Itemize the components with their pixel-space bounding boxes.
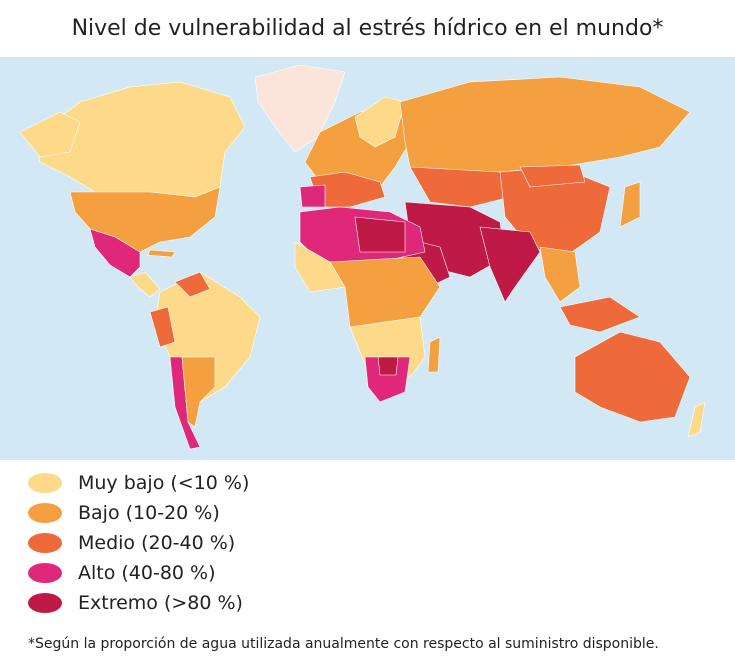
central-america	[129, 271, 161, 298]
canada	[34, 81, 246, 198]
central-asia	[409, 166, 511, 208]
legend-label: Muy bajo (<10 %)	[78, 472, 250, 494]
usa	[69, 186, 221, 253]
legend-item-muy-bajo: Muy bajo (<10 %)	[28, 468, 249, 498]
map-title: Nivel de vulnerabilidad al estrés hídric…	[71, 16, 664, 41]
scandinavia	[354, 96, 406, 148]
peru	[149, 306, 176, 348]
legend-item-alto: Alto (40-80 %)	[28, 558, 249, 588]
iberia	[299, 184, 326, 208]
southeast-asia	[539, 246, 581, 303]
swatch-bajo	[28, 503, 62, 523]
caribbean	[147, 249, 176, 258]
swatch-alto	[28, 563, 62, 583]
swatch-extremo	[28, 593, 62, 613]
south-africa	[364, 356, 411, 403]
australia	[574, 331, 691, 423]
legend-label: Alto (40-80 %)	[78, 562, 216, 584]
world-map	[0, 57, 735, 460]
legend-label: Extremo (>80 %)	[78, 592, 243, 614]
legend-item-medio: Medio (20-40 %)	[28, 528, 249, 558]
new-zealand	[687, 401, 706, 438]
alaska	[19, 111, 81, 158]
legend: Muy bajo (<10 %) Bajo (10-20 %) Medio (2…	[28, 468, 249, 618]
venezuela	[174, 271, 211, 298]
mongolia	[519, 164, 586, 188]
legend-item-bajo: Bajo (10-20 %)	[28, 498, 249, 528]
swatch-medio	[28, 533, 62, 553]
argentina	[181, 356, 216, 428]
indonesia	[559, 296, 641, 333]
legend-item-extremo: Extremo (>80 %)	[28, 588, 249, 618]
west-africa	[294, 241, 346, 293]
swatch-muy-bajo	[28, 473, 62, 493]
legend-label: Bajo (10-20 %)	[78, 502, 220, 524]
madagascar	[427, 336, 441, 373]
legend-label: Medio (20-40 %)	[78, 532, 236, 554]
japan	[619, 181, 641, 228]
india	[479, 226, 541, 303]
libya-egypt	[354, 216, 406, 253]
botswana	[377, 356, 399, 376]
mexico	[89, 228, 141, 278]
footnote: *Según la proporción de agua utilizada a…	[28, 636, 659, 652]
